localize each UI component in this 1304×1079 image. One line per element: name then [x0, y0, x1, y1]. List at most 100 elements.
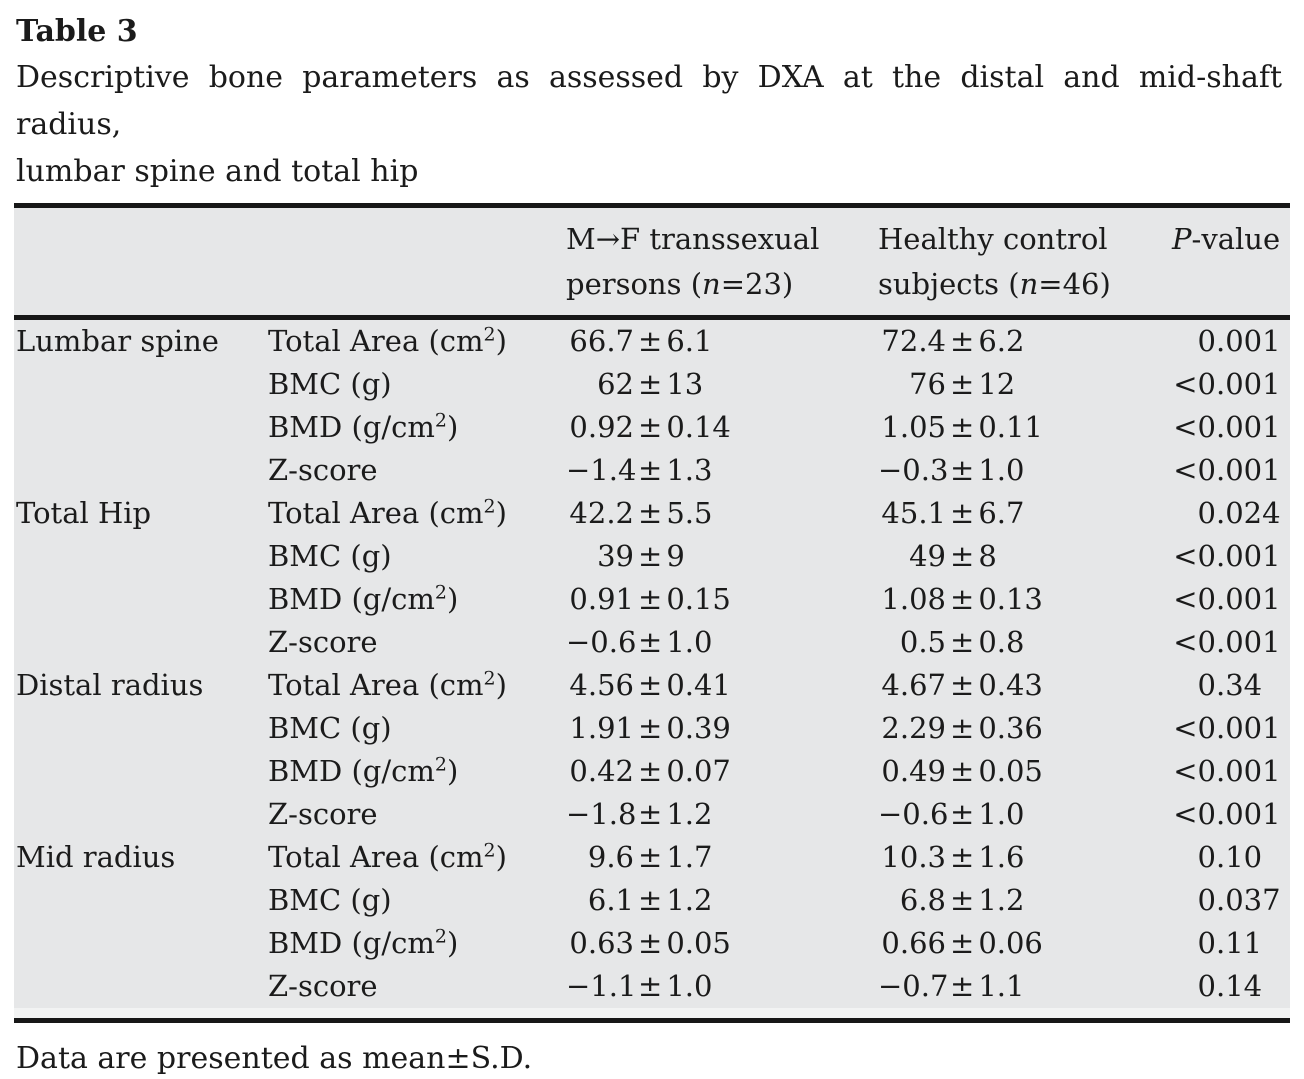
- p-value-cell: <0.001: [1172, 449, 1290, 492]
- p-int: <0: [1173, 453, 1216, 487]
- p-frac: .001: [1216, 324, 1281, 358]
- value-sd: 0.11: [978, 410, 1043, 444]
- plus-minus: ±: [950, 582, 975, 616]
- parameter-cell: BMC (g): [268, 879, 566, 922]
- parameter-cell: BMD (g/cm2): [268, 750, 566, 793]
- value-mean: 0.42: [569, 754, 634, 788]
- p-value-cell: <0.001: [1172, 535, 1290, 578]
- group2-header-line1: Healthy control: [878, 222, 1108, 256]
- p-int: 0: [1197, 969, 1216, 1003]
- p-int: 0: [1197, 926, 1216, 960]
- p-value-cell: 0.34: [1172, 664, 1290, 707]
- parameter-cell: BMC (g): [268, 535, 566, 578]
- superscript: 2: [483, 323, 496, 346]
- table-row: Mid radius Total Area (cm2) 9.6 ±1.7 10.3 ±1.…: [14, 836, 1290, 879]
- header-spacer-parameter: [268, 208, 566, 320]
- value-mean: 0.66: [881, 926, 946, 960]
- value-cell-group1: 0.91 ±0.15: [566, 578, 878, 621]
- caption-line-1: Descriptive bone parameters as assessed …: [16, 60, 1282, 142]
- parameter-cell: Total Area (cm2): [268, 317, 566, 363]
- site-cell: [14, 449, 268, 492]
- p-int: <0: [1173, 410, 1216, 444]
- p-value-cell: <0.001: [1172, 621, 1290, 664]
- p-value-cell: 0.001: [1172, 317, 1290, 363]
- plus-minus: ±: [638, 410, 663, 444]
- plus-minus: ±: [950, 926, 975, 960]
- value-sd: 9: [666, 539, 685, 573]
- table-row: BMD (g/cm2) 0.92 ±0.14 1.05 ±0.11 <0.001: [14, 406, 1290, 449]
- value-sd: 0.06: [978, 926, 1043, 960]
- p-value-cell: <0.001: [1172, 578, 1290, 621]
- p-frac: .001: [1216, 797, 1281, 831]
- site-cell: [14, 965, 268, 1008]
- site-cell: Distal radius: [14, 664, 268, 707]
- value-mean: 45.1: [881, 496, 946, 530]
- value-sd: 13: [666, 367, 704, 401]
- plus-minus: ±: [950, 883, 975, 917]
- p-frac: .037: [1216, 883, 1281, 917]
- plus-minus: ±: [638, 969, 663, 1003]
- value-cell-group2: 10.3 ±1.6: [878, 836, 1172, 879]
- caption-line-2: lumbar spine and total hip: [16, 154, 419, 189]
- value-mean: 62: [597, 367, 634, 401]
- value-mean: 9.6: [587, 840, 634, 874]
- value-mean: −0.7: [878, 969, 949, 1003]
- p-frac: .001: [1216, 711, 1281, 745]
- value-mean: 6.8: [899, 883, 946, 917]
- p-frac: .14: [1216, 969, 1263, 1003]
- value-sd: 1.0: [978, 453, 1025, 487]
- value-mean: 1.91: [569, 711, 634, 745]
- plus-minus: ±: [638, 926, 663, 960]
- value-sd: 1.2: [666, 797, 713, 831]
- site-cell: Total Hip: [14, 492, 268, 535]
- value-sd: 6.2: [978, 324, 1025, 358]
- plus-minus: ±: [638, 625, 663, 659]
- parameter-cell: Total Area (cm2): [268, 492, 566, 535]
- superscript: 2: [434, 409, 447, 432]
- value-cell-group2: −0.6± 1.0: [878, 793, 1172, 836]
- value-mean: −0.6: [878, 797, 949, 831]
- value-cell-group2: 72.4 ±6.2: [878, 317, 1172, 363]
- value-sd: 1.2: [978, 883, 1025, 917]
- plus-minus: ±: [638, 496, 663, 530]
- p-frac: .001: [1216, 367, 1281, 401]
- parameter-cell: BMD (g/cm2): [268, 578, 566, 621]
- plus-minus: ±: [950, 453, 975, 487]
- p-value-cell: 0.037: [1172, 879, 1290, 922]
- value-cell-group2: 0.5 ±0.8: [878, 621, 1172, 664]
- value-cell-group2: 76 ±12: [878, 363, 1172, 406]
- value-cell-group2: 2.29 ±0.36: [878, 707, 1172, 750]
- site-cell: Mid radius: [14, 836, 268, 879]
- plus-minus: ±: [950, 367, 975, 401]
- value-cell-group1: 0.42 ±0.07: [566, 750, 878, 793]
- value-cell-group2: 0.49 ±0.05: [878, 750, 1172, 793]
- value-cell-group1: 9.6 ±1.7: [566, 836, 878, 879]
- parameter-cell: Z-score: [268, 793, 566, 836]
- n-symbol: n: [702, 267, 721, 301]
- value-mean: 0.63: [569, 926, 634, 960]
- table-row: BMC (g) 62 ±13 76 ±12 <0.001: [14, 363, 1290, 406]
- p-frac: .001: [1216, 410, 1281, 444]
- p-value-cell: <0.001: [1172, 406, 1290, 449]
- p-frac: .001: [1216, 754, 1281, 788]
- value-sd: 1.1: [978, 969, 1025, 1003]
- n-symbol: n: [1019, 267, 1039, 301]
- table-row: BMD (g/cm2) 0.42 ±0.07 0.49 ±0.05 <0.001: [14, 750, 1290, 793]
- value-sd: 6.1: [666, 324, 713, 358]
- plus-minus: ±: [950, 324, 975, 358]
- plus-minus: ±: [950, 539, 975, 573]
- value-sd: 0.05: [978, 754, 1043, 788]
- p-int: 0: [1197, 324, 1216, 358]
- value-mean: 39: [597, 539, 634, 573]
- value-cell-group1: −1.4± 1.3: [566, 449, 878, 492]
- table-row: BMC (g) 39 ±9 49 ±8 <0.001: [14, 535, 1290, 578]
- value-mean: −1.8: [566, 797, 637, 831]
- value-sd: 8: [978, 539, 997, 573]
- col-header-group1: M→F transsexual persons (n=23): [566, 208, 878, 320]
- site-cell: [14, 406, 268, 449]
- table-row: Z-score −0.6± 1.0 0.5 ±0.8 <0.001: [14, 621, 1290, 664]
- value-cell-group1: 1.91 ±0.39: [566, 707, 878, 750]
- table-caption: Descriptive bone parameters as assessed …: [16, 54, 1282, 195]
- value-sd: 12: [978, 367, 1016, 401]
